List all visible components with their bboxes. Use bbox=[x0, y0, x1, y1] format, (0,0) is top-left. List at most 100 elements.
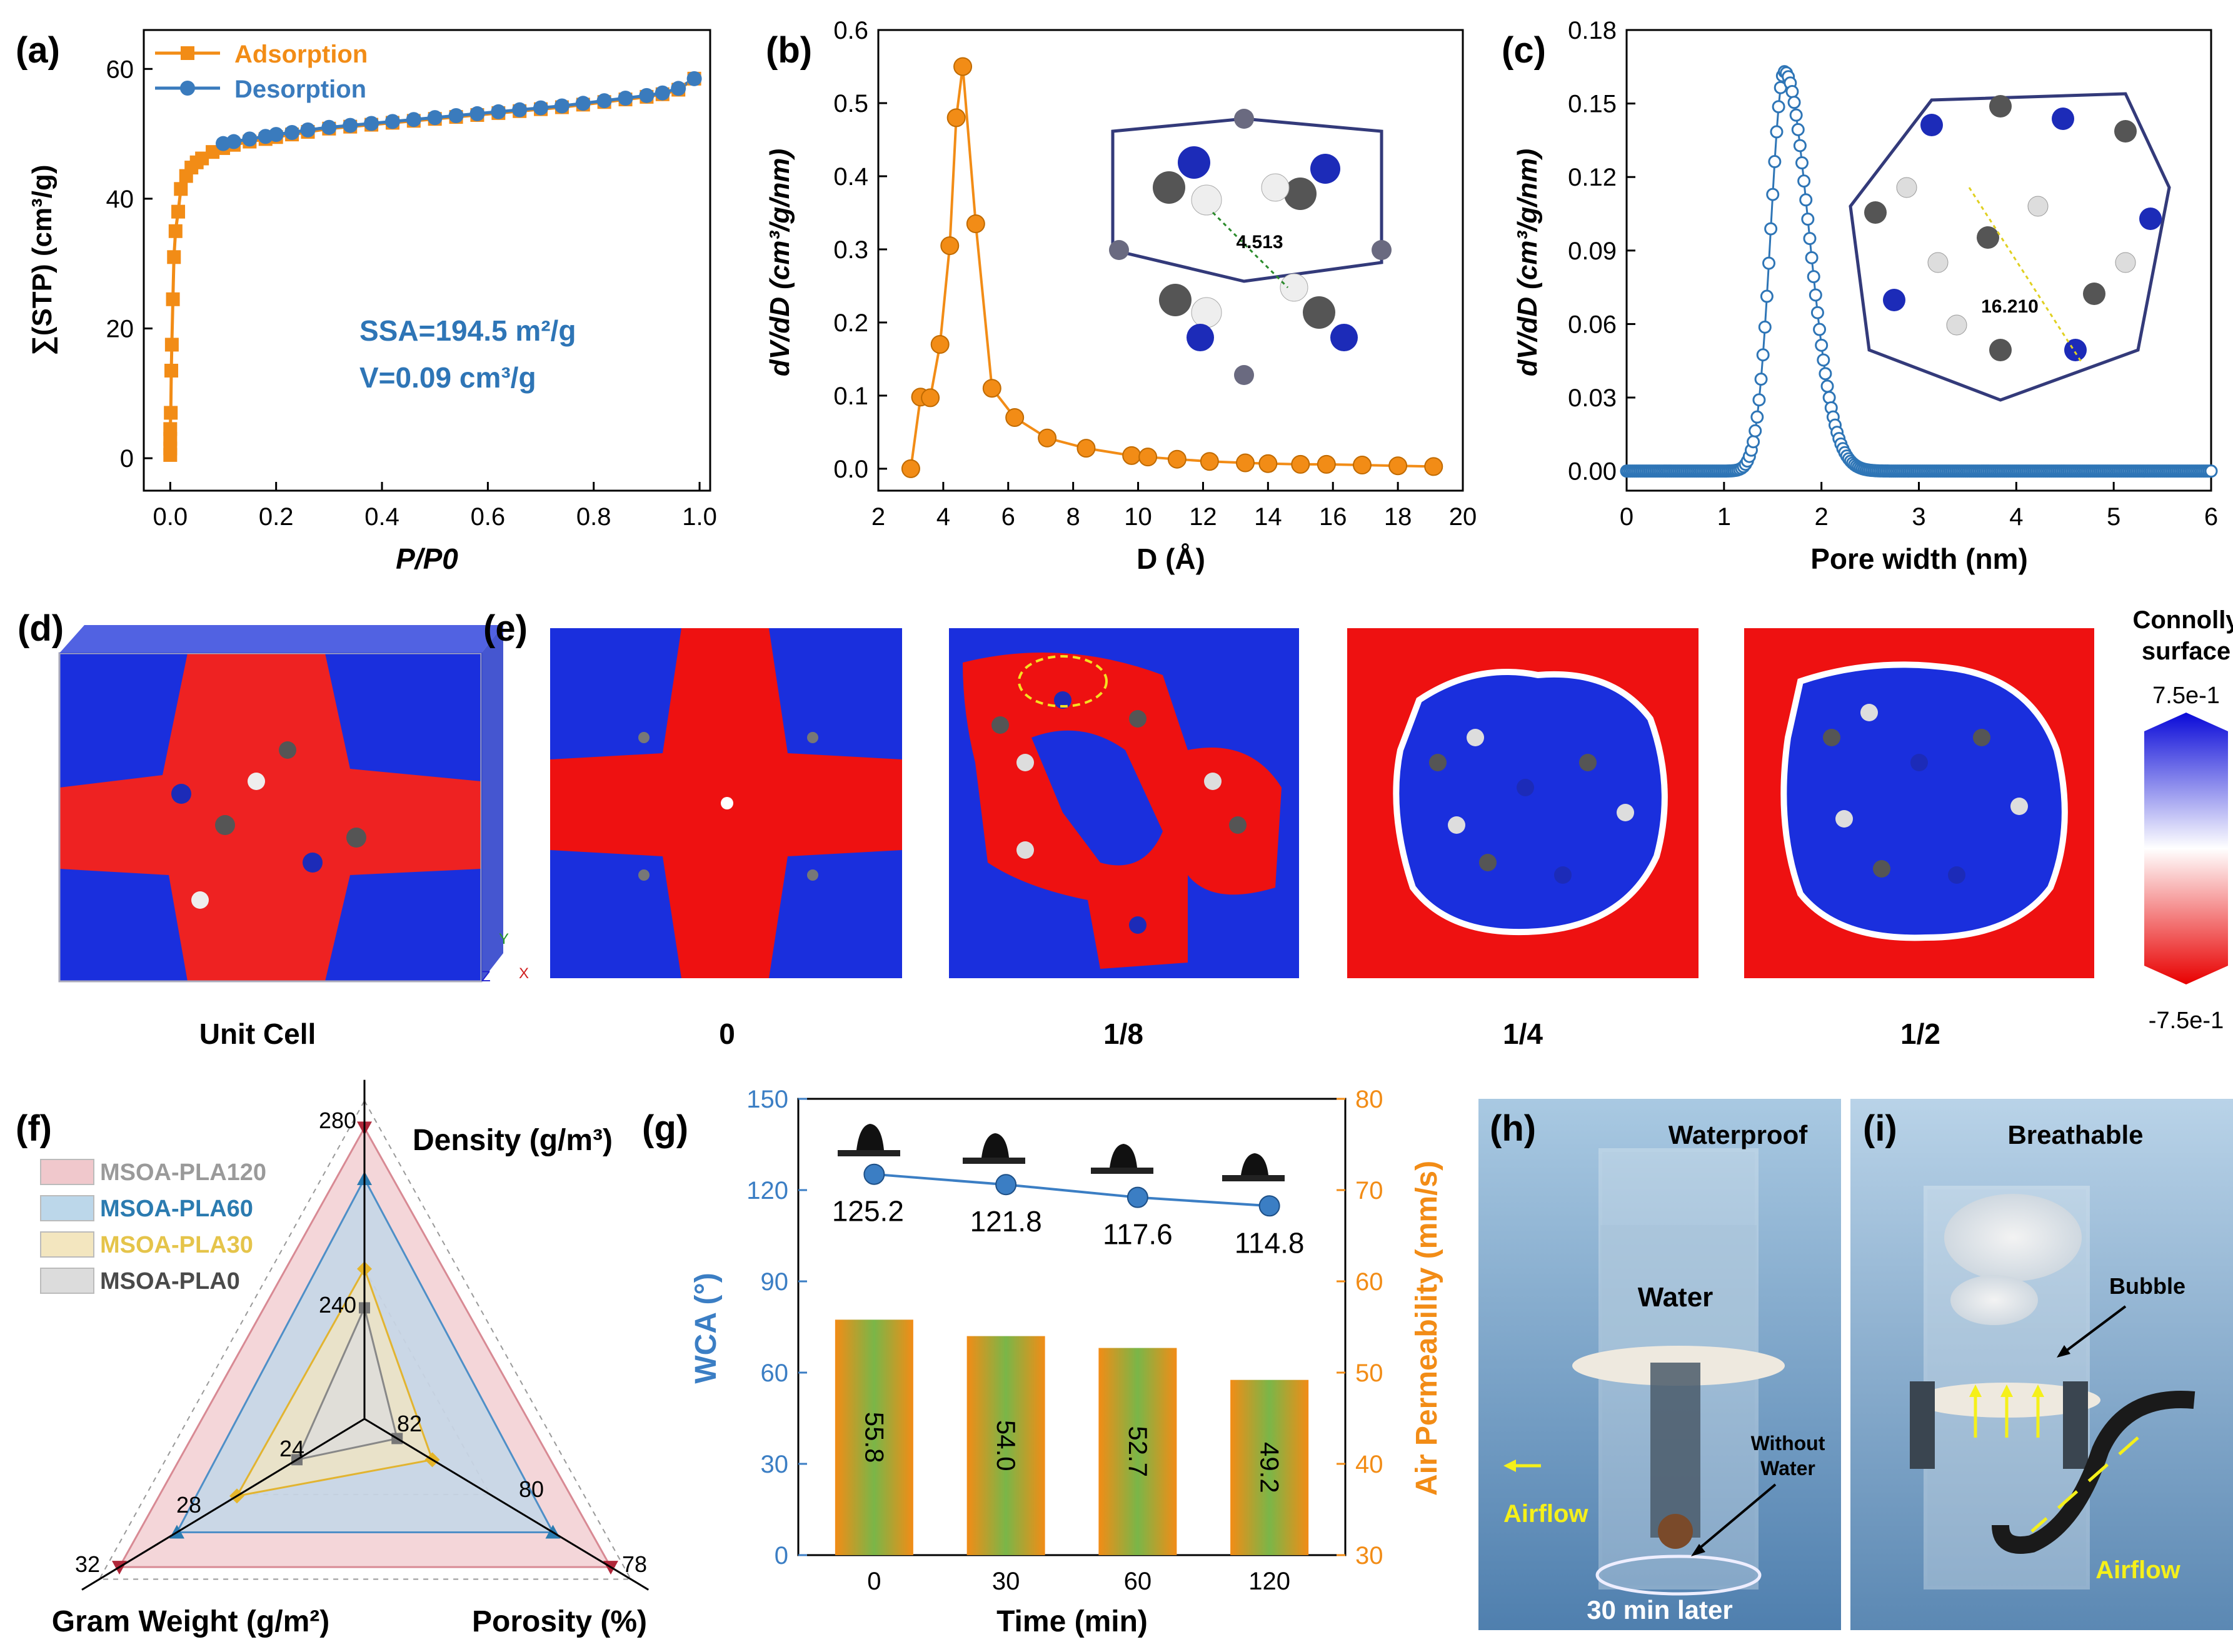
panel-c-inset-distance: 16.210 bbox=[1981, 296, 2039, 317]
radar-porosity-mid: 80 bbox=[519, 1476, 544, 1502]
air-permeability-value: 54.0 bbox=[991, 1420, 1021, 1471]
panel-g-plot-frame bbox=[797, 1098, 1347, 1556]
wca-point bbox=[995, 1174, 1017, 1196]
air-tick-label: 80 bbox=[1355, 1086, 1383, 1113]
legend-adsorption-marker bbox=[181, 46, 194, 60]
wca-value-label: 125.2 bbox=[832, 1195, 904, 1228]
radar-axis-density-label: Density (g/m³) bbox=[413, 1124, 613, 1157]
panel-c-molecule-inset: 16.210 bbox=[1849, 92, 2171, 402]
panel-c-y-tick-label: 0.18 bbox=[1568, 17, 1617, 44]
panel-a-x-tick-label: 0.8 bbox=[576, 503, 611, 531]
desorption-point bbox=[469, 106, 485, 121]
pore-width-point bbox=[1809, 288, 1822, 302]
psd-point bbox=[1388, 456, 1408, 476]
panel-h-waterproof-photo: (h) Waterproof Water Airflow Without Wat… bbox=[1478, 1099, 1841, 1630]
pore-width-point bbox=[2204, 464, 2218, 478]
pore-width-point bbox=[1793, 139, 1807, 153]
panel-g-axes: 0 30 60 90 120 150 30 40 50 60 70 80 0 30 60 120 bbox=[746, 1086, 1383, 1595]
wca-point bbox=[1258, 1195, 1280, 1217]
psd-point bbox=[1352, 456, 1372, 475]
adsorption-point bbox=[164, 406, 178, 420]
psd-point bbox=[953, 57, 973, 76]
psd-point bbox=[946, 108, 966, 128]
desorption-point bbox=[655, 85, 670, 101]
desorption-point bbox=[321, 119, 337, 135]
panel-c-x-tick-label: 6 bbox=[2204, 503, 2218, 531]
panel-a-y-tick-label: 0 bbox=[120, 445, 134, 473]
pore-width-point bbox=[1756, 348, 1770, 362]
panel-c-y-tick-label: 0.15 bbox=[1568, 91, 1617, 118]
panel-a-y-axis: 0 20 40 60 bbox=[106, 56, 153, 473]
panel-a-x-tick-label: 0.4 bbox=[364, 503, 399, 531]
panel-d-label: (d) bbox=[18, 608, 64, 649]
panel-g-bar-line-chart: (g) 0 30 60 90 120 150 30 40 50 60 70 80 0 30 60 120 55… bbox=[642, 1086, 1443, 1638]
psd-point bbox=[1200, 452, 1219, 471]
desorption-point bbox=[427, 110, 443, 126]
radar-plot-area bbox=[81, 1079, 650, 1591]
panel-a-x-tick-label: 0.6 bbox=[471, 503, 506, 531]
desorption-point bbox=[284, 125, 300, 141]
panel-c-x-tick-label: 4 bbox=[2009, 503, 2023, 531]
panel-a-plot-frame bbox=[143, 29, 711, 492]
wca-tick-label: 150 bbox=[746, 1086, 788, 1113]
adsorption-point bbox=[174, 182, 188, 196]
panel-b-x-tick-label: 12 bbox=[1189, 503, 1217, 531]
panel-c-y-tick-label: 0.00 bbox=[1568, 458, 1617, 486]
axis-y-label: Y bbox=[499, 931, 509, 948]
connolly-colorbar: Connolly surface 7.5e-1 -7.5e-1 bbox=[2132, 606, 2233, 1034]
psd-point bbox=[1291, 454, 1310, 474]
panel-b-y-tick-label: 0.3 bbox=[833, 236, 868, 264]
panel-g-y-right-label: Air Permeability (mm/s) bbox=[1410, 1161, 1443, 1496]
desorption-point bbox=[639, 88, 655, 103]
panel-a-label: (a) bbox=[16, 30, 60, 71]
radar-legend-swatch bbox=[40, 1231, 94, 1258]
panel-b-y-tick-label: 0.6 bbox=[833, 17, 868, 44]
panel-b-y-tick-label: 0.0 bbox=[833, 456, 868, 483]
wca-tick-label: 90 bbox=[761, 1268, 789, 1296]
radar-legend: MSOA-PLA120 MSOA-PLA60 MSOA-PLA30 MSOA-PLA0 bbox=[40, 1159, 266, 1294]
air-tick-label: 30 bbox=[1355, 1542, 1383, 1569]
radar-density-max: 280 bbox=[319, 1108, 356, 1133]
panel-b-x-tick-label: 8 bbox=[1066, 503, 1080, 531]
colorbar-max-label: 7.5e-1 bbox=[2152, 683, 2220, 709]
desorption-point bbox=[242, 131, 258, 147]
radar-legend-label: MSOA-PLA60 bbox=[100, 1196, 253, 1222]
panel-b-x-tick-label: 6 bbox=[1001, 503, 1015, 531]
panel-c-series bbox=[1620, 65, 2218, 478]
panel-a-y-tick-label: 40 bbox=[106, 186, 134, 213]
panel-a-isotherm-chart: (a) 0 20 40 60 0.0 0.2 0.4 0.6 0.8 1.0 Adsorptio… bbox=[16, 29, 717, 575]
radar-axis-line bbox=[81, 1418, 365, 1591]
panel-c-y-tick-label: 0.03 bbox=[1568, 384, 1617, 412]
panel-a-series bbox=[163, 71, 702, 462]
pore-width-point bbox=[1766, 188, 1780, 201]
radar-gramweight-max: 32 bbox=[75, 1551, 100, 1577]
bubble-cloud bbox=[1944, 1194, 2082, 1281]
time-tick-label: 120 bbox=[1248, 1568, 1290, 1595]
desorption-point bbox=[512, 102, 528, 118]
radar-axis-line bbox=[364, 1418, 650, 1591]
panel-d-caption: Unit Cell bbox=[199, 1018, 316, 1050]
desorption-point bbox=[300, 122, 316, 138]
time-tick-label: 60 bbox=[1124, 1568, 1152, 1595]
psd-point bbox=[1122, 446, 1142, 465]
panel-c-x-axis: 0 1 2 3 4 5 6 bbox=[1620, 482, 2218, 531]
pore-width-point bbox=[1813, 323, 1827, 336]
air-tick-label: 70 bbox=[1355, 1177, 1383, 1204]
panel-c-x-tick-label: 0 bbox=[1620, 503, 1633, 531]
colorbar-min-label: -7.5e-1 bbox=[2149, 1008, 2224, 1034]
desorption-point bbox=[575, 96, 591, 111]
adsorption-point bbox=[195, 151, 209, 166]
air-tick-label: 40 bbox=[1355, 1451, 1383, 1478]
radar-axis-gramweight-label: Gram Weight (g/m²) bbox=[52, 1605, 329, 1638]
axis-x-label: X bbox=[519, 965, 529, 982]
pore-width-point bbox=[1815, 338, 1829, 352]
droplet-icons bbox=[838, 1124, 1285, 1181]
pore-width-point bbox=[1817, 353, 1830, 367]
wca-tick-label: 60 bbox=[761, 1359, 789, 1387]
slice-1-4-caption: 1/4 bbox=[1503, 1018, 1543, 1050]
wca-value-label: 117.6 bbox=[1103, 1218, 1173, 1251]
panel-g-wca-line: 125.2 121.8 117.6 114.8 bbox=[832, 1163, 1304, 1259]
desorption-point bbox=[258, 129, 273, 144]
pore-width-point bbox=[1820, 379, 1834, 393]
panel-b-inset-distance: 4.513 bbox=[1236, 232, 1283, 253]
